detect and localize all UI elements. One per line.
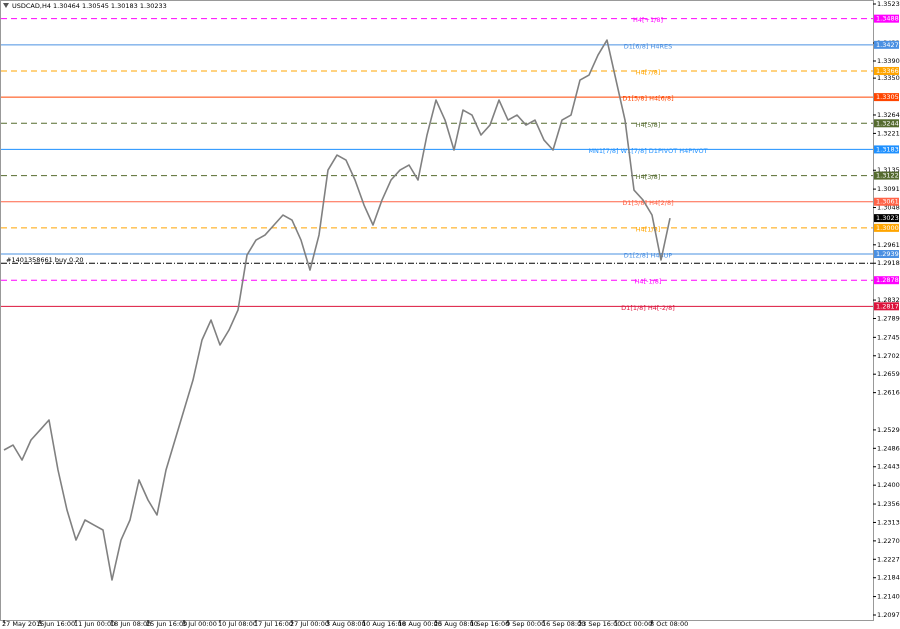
x-tick-label: 10 Jul 08:00: [218, 620, 257, 628]
title-icon: [3, 3, 9, 8]
y-tick-label: 1.27450: [877, 333, 900, 341]
x-tick-label: 16 Sep 08:00: [542, 620, 585, 628]
x-tick-label: 25 Aug 08:00: [434, 620, 478, 628]
y-tick-label: 1.30480: [877, 204, 900, 212]
y-tick-label: 1.27890: [877, 314, 900, 322]
price-tag-label: 1.34277: [876, 41, 900, 49]
y-tick-label: 1.24000: [877, 481, 900, 489]
x-tick-label: 9 Sep 00:00: [506, 620, 545, 628]
y-tick-label: 1.26590: [877, 370, 900, 378]
price-tag-label: 1.33667: [876, 67, 900, 75]
price-tag: [874, 66, 899, 75]
y-tick-label: 1.31350: [877, 166, 900, 174]
y-tick-label: 1.29610: [877, 241, 900, 249]
x-tick-label: 3 Jul 00:00: [182, 620, 217, 628]
current-price-tag: [874, 214, 899, 223]
y-tick-label: 1.23560: [877, 500, 900, 508]
price-tag-label: 1.32446: [876, 119, 900, 127]
y-tick-label: 1.22270: [877, 555, 900, 563]
y-tick-label: 1.25290: [877, 426, 900, 434]
x-tick-label: 18 Jun 08:00: [110, 620, 151, 628]
y-tick-label: 1.23130: [877, 518, 900, 526]
price-tag: [874, 276, 899, 285]
y-tick-label: 1.21400: [877, 593, 900, 601]
price-tag-label: 1.30615: [876, 198, 900, 206]
level-label: D1[3/8] H4[2/8]: [622, 199, 673, 207]
level-label: H4[-1/8]: [635, 278, 662, 286]
x-tick-label: 10 Aug 16:00: [362, 620, 406, 628]
price-tag-label: 1.30005: [876, 224, 900, 232]
y-tick-label: 1.20970: [877, 611, 900, 619]
price-tag: [874, 14, 899, 23]
x-tick-label: 17 Jul 16:00: [254, 620, 293, 628]
y-tick-label: 1.28320: [877, 296, 900, 304]
y-tick-label: 1.33500: [877, 74, 900, 82]
level-label: H4[7/8]: [636, 68, 661, 76]
y-tick-label: 1.32210: [877, 129, 900, 137]
price-tag: [874, 197, 899, 206]
x-tick-label: 3 Aug 08:00: [326, 620, 366, 628]
x-tick-label: 27 Jul 00:00: [290, 620, 329, 628]
x-tick-label: 8 Oct 08:00: [650, 620, 688, 628]
y-tick-label: 1.32640: [877, 111, 900, 119]
y-tick-label: 1.22700: [877, 537, 900, 545]
price-tag: [874, 93, 899, 102]
price-tag: [874, 40, 899, 49]
x-tick-label: 25 Jun 16:00: [146, 620, 187, 628]
level-label: MN1[7/8] W1[7/8] D1PIVOT H4PIVOT: [588, 147, 707, 155]
y-tick-label: 1.24430: [877, 463, 900, 471]
price-tag: [874, 250, 899, 259]
y-tick-label: 1.27020: [877, 352, 900, 360]
x-tick-label: 1 Sep 16:00: [470, 620, 509, 628]
chart-title: USDCAD,H4 1.30464 1.30545 1.30183 1.3023…: [12, 2, 167, 10]
x-tick-label: 18 Aug 00:00: [398, 620, 442, 628]
price-tag-label: 1.28784: [876, 276, 900, 284]
x-tick-label: 23 Sep 16:00: [578, 620, 621, 628]
price-tag: [874, 302, 899, 311]
current-price-label: 1.30233: [876, 214, 900, 222]
plot-frame: [0, 0, 874, 621]
x-tick-label: 11 Jun 00:00: [74, 620, 115, 628]
level-label: H4[5/8]: [636, 121, 661, 129]
level-label: D1[1/8] H4[-2/8]: [621, 304, 675, 312]
level-label: D1[6/8] H4RES: [624, 42, 673, 50]
level-label: H4[+1/8]: [633, 16, 663, 24]
order-label: #1401358661 buy 0.20: [6, 256, 84, 264]
price-tag-label: 1.31836: [876, 145, 900, 153]
y-tick-label: 1.30910: [877, 185, 900, 193]
price-line: [3, 39, 671, 581]
y-tick-label: 1.29180: [877, 259, 900, 267]
price-tag-label: 1.28174: [876, 302, 900, 310]
price-tag: [874, 145, 899, 154]
price-tag-label: 1.34888: [876, 15, 900, 23]
y-tick-label: 1.33900: [877, 57, 900, 65]
y-tick-label: 1.21840: [877, 574, 900, 582]
price-tag-label: 1.31225: [876, 172, 900, 180]
y-tick-label: 1.35230: [877, 0, 900, 8]
price-tag: [874, 223, 899, 232]
level-label: H4[1/8]: [636, 225, 661, 233]
x-tick-label: 27 May 2015: [2, 620, 44, 628]
y-tick-label: 1.24860: [877, 444, 900, 452]
price-tag: [874, 119, 899, 128]
price-tag: [874, 171, 899, 180]
price-tag-label: 1.29395: [876, 250, 900, 258]
price-tag-label: 1.33057: [876, 93, 900, 101]
level-label: D1[5/8] H4[6/8]: [622, 95, 673, 103]
y-tick-label: 1.26160: [877, 389, 900, 397]
level-label: D1[2/8] H4SUP: [624, 252, 673, 260]
level-label: H4[3/8]: [636, 173, 661, 181]
x-tick-label: 3 Jun 16:00: [38, 620, 75, 628]
x-tick-label: 1 Oct 00:00: [614, 620, 652, 628]
